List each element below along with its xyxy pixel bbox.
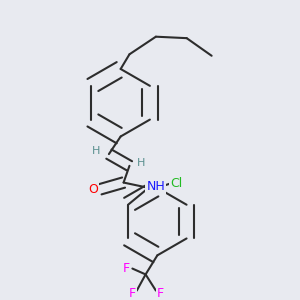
Text: NH: NH (146, 180, 165, 193)
Text: F: F (123, 262, 130, 275)
Text: F: F (157, 287, 164, 300)
Text: O: O (88, 183, 98, 196)
Text: F: F (129, 287, 136, 300)
Text: H: H (92, 146, 100, 156)
Text: Cl: Cl (170, 177, 182, 190)
Text: H: H (137, 158, 146, 168)
